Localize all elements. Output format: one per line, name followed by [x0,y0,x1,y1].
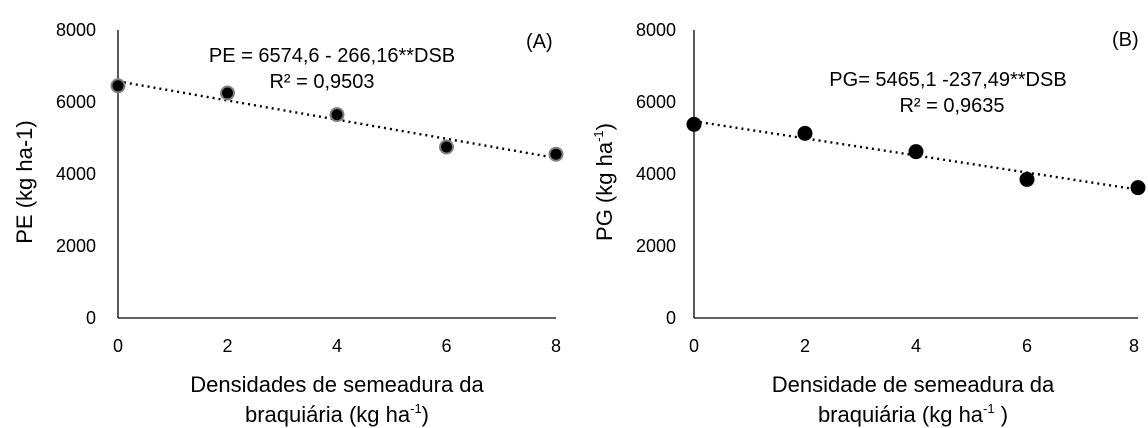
equation-a: PE = 6574,6 - 266,16**DSB [209,45,455,67]
data-point-a-3 [439,139,454,155]
y-axis-label-b-close: ) [592,123,617,130]
x-axis-label-a-line1: Densidades de semeadura da [190,372,484,397]
data-point-a-4 [548,146,564,162]
data-point-b-4 [1130,180,1146,196]
x-tick-label-a-0: 0 [113,336,123,356]
equation-b: PG= 5465,1 -237,49**DSB [829,69,1066,91]
y-tick-label-a-0: 0 [86,308,96,328]
x-tick-label-a-1: 2 [222,336,232,356]
y-tick-label-a-1: 2000 [56,236,96,256]
x-axis-label-a-line2: braquiária (kg ha-1) [245,401,429,427]
x-tick-label-b-0: 0 [689,336,699,356]
panel-label-b: (B) [1112,29,1139,51]
x-axis-label-b-line2: braquiária (kg ha-1 ) [818,401,1008,427]
x-axis-label-b-line2-sup: -1 [983,401,995,416]
x-axis-label-b-line2-close: ) [995,402,1008,427]
x-tick-label-b-4: 8 [1129,336,1139,356]
panel-label-a: (A) [526,31,553,53]
x-tick-label-b-2: 4 [911,336,921,356]
x-axis-label-a-line2-sup: -1 [410,401,422,416]
r2-label-a: R² = 0,9503 [269,71,374,93]
r2-label-b: R² = 0,9635 [899,95,1004,117]
y-tick-label-a-3: 6000 [56,92,96,112]
x-tick-label-b-3: 6 [1022,336,1032,356]
y-axis-label-b-text: PG (kg ha [592,141,617,241]
x-axis-label-a-line2-close: ) [422,402,429,427]
y-tick-label-b-3: 6000 [636,92,676,112]
data-point-b-1 [797,125,813,141]
x-tick-label-a-4: 8 [551,336,561,356]
x-axis-label-b-line1: Densidade de semeadura da [772,372,1055,397]
y-axis-label-b-sup: -1 [591,130,606,142]
y-tick-label-b-4: 8000 [636,20,676,40]
data-points-b [686,116,1146,196]
y-axis-label-b: PG (kg ha-1) [591,123,617,241]
x-axis-label-b-line2-text: braquiária (kg ha [818,402,984,427]
x-tick-label-b-1: 2 [800,336,810,356]
data-points-a [110,78,564,162]
y-tick-label-b-2: 4000 [636,164,676,184]
data-point-a-1 [220,85,235,101]
y-tick-label-b-1: 2000 [636,236,676,256]
data-point-b-3 [1019,171,1035,187]
x-axis-label-a-line2-text: braquiária (kg ha [245,402,411,427]
y-tick-label-a-4: 8000 [56,20,96,40]
data-point-b-2 [908,144,924,160]
y-tick-label-a-2: 4000 [56,164,96,184]
panel-b: 0 2000 4000 6000 8000 0 2 4 6 8 PG (kg h… [591,20,1146,427]
data-point-a-0 [110,78,126,94]
y-axis-label-a: PE (kg ha-1) [12,120,37,244]
y-tick-label-b-0: 0 [666,308,676,328]
data-point-a-2 [329,107,345,123]
x-tick-label-a-2: 4 [332,336,342,356]
data-point-b-0 [686,116,702,132]
x-tick-label-a-3: 6 [441,336,451,356]
panel-a: 0 2000 4000 6000 8000 0 2 4 6 8 PE (kg h… [12,20,564,427]
